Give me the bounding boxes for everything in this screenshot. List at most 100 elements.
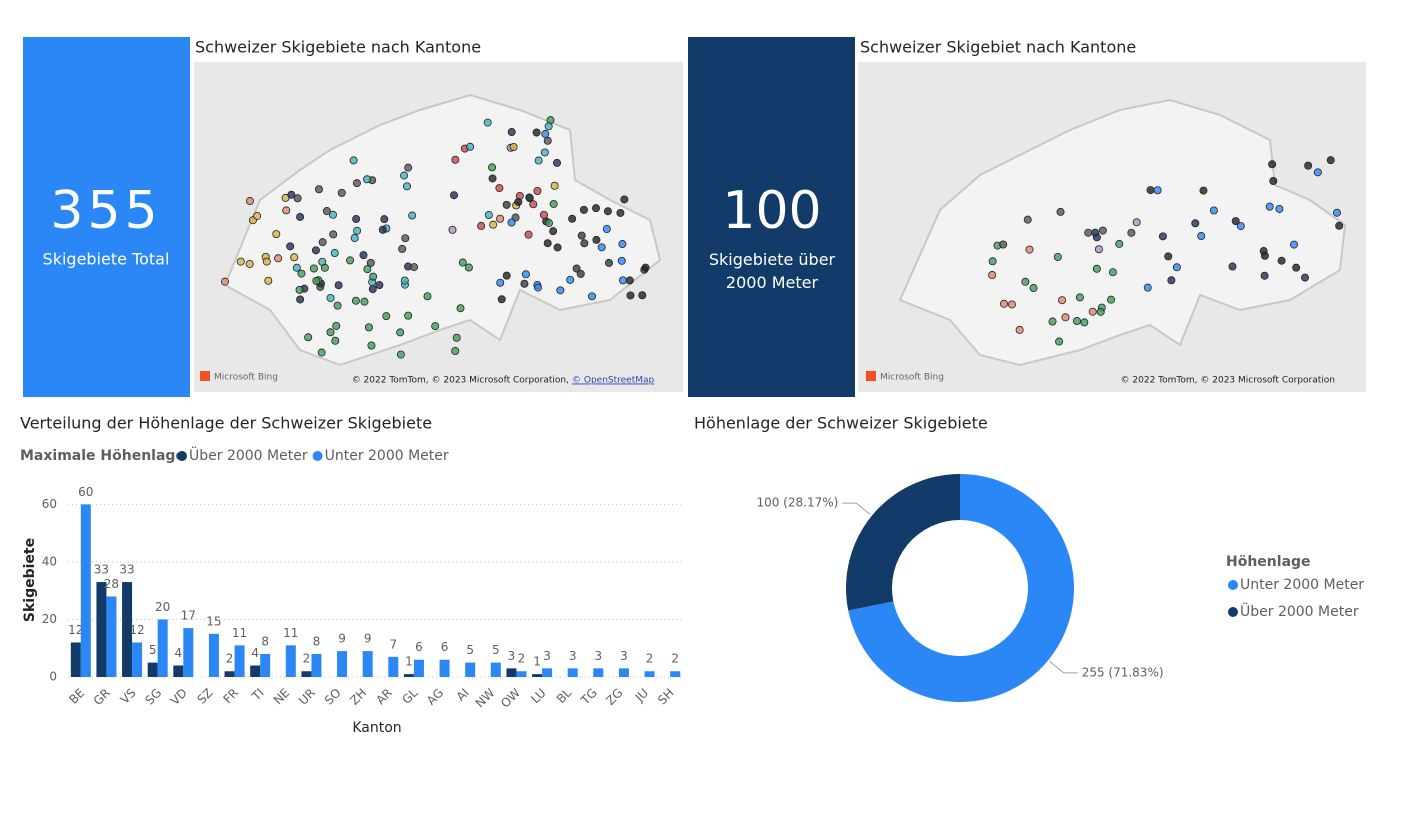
map-point xyxy=(539,210,548,219)
x-tick-label: TI xyxy=(248,686,266,704)
kpi-value: 100 xyxy=(722,181,821,241)
map-point xyxy=(349,156,358,165)
map-point xyxy=(332,321,341,330)
map-point xyxy=(1236,222,1245,231)
map-point xyxy=(544,122,553,131)
bar xyxy=(506,668,517,677)
bar xyxy=(80,504,91,677)
data-label: 8 xyxy=(313,634,321,648)
map-link[interactable]: © OpenStreetMap xyxy=(572,376,655,386)
map-point xyxy=(364,323,373,332)
map-attribution: © 2022 TomTom, © 2023 Microsoft Corporat… xyxy=(1121,376,1335,386)
y-tick-label: 40 xyxy=(42,554,57,568)
map-point xyxy=(488,163,497,172)
map-point xyxy=(1091,228,1100,237)
map-point xyxy=(1228,262,1237,271)
bar xyxy=(224,671,235,677)
map-point xyxy=(1029,284,1038,293)
bar xyxy=(490,662,501,677)
map-point xyxy=(524,230,533,239)
map-point xyxy=(274,254,283,263)
map-point xyxy=(580,239,589,248)
data-label: 3 xyxy=(569,649,577,663)
map-point xyxy=(502,271,511,280)
map-point xyxy=(532,128,541,137)
legend-marker xyxy=(312,451,323,461)
map-point xyxy=(588,292,597,301)
map-point xyxy=(1021,277,1030,286)
map-point xyxy=(328,210,337,219)
data-label: 2 xyxy=(303,652,311,666)
x-tick-label: FR xyxy=(220,686,241,707)
map-point xyxy=(448,225,457,234)
kpi-label: Skigebiete Total xyxy=(43,250,170,269)
map-point xyxy=(543,136,552,145)
map-point xyxy=(618,276,627,285)
map-point xyxy=(1335,221,1344,230)
map-point xyxy=(568,214,577,223)
map-point xyxy=(553,158,562,167)
data-label: 5 xyxy=(466,643,474,657)
legend-label: Über 2000 Meter xyxy=(1240,602,1359,620)
map-point xyxy=(295,285,304,294)
map-point xyxy=(1075,293,1084,302)
data-label: 12 xyxy=(129,623,144,637)
map-point xyxy=(543,239,552,248)
map-point xyxy=(514,197,523,206)
map-point xyxy=(1007,300,1016,309)
map-point xyxy=(1158,232,1167,241)
map-point xyxy=(304,333,313,342)
map-point xyxy=(1108,268,1117,277)
map-point xyxy=(1092,264,1101,273)
x-tick-label: AI xyxy=(454,686,472,704)
map-point xyxy=(1172,263,1181,272)
map-logo: Microsoft Bing xyxy=(214,373,278,383)
map-point xyxy=(576,269,585,278)
map-point xyxy=(507,218,516,227)
x-tick-label: JU xyxy=(632,686,651,705)
map-title: Schweizer Skigebiet nach Kantone xyxy=(860,38,1136,57)
map-point xyxy=(591,204,600,213)
bar xyxy=(670,671,681,677)
map-point xyxy=(1191,219,1200,228)
y-tick-label: 20 xyxy=(42,612,57,626)
map-point xyxy=(638,291,647,300)
x-tick-label: GL xyxy=(399,685,420,706)
map-point xyxy=(1015,325,1024,334)
x-tick-label: UR xyxy=(296,686,318,708)
data-label: 1 xyxy=(533,655,541,669)
map-point xyxy=(423,292,432,301)
map-point xyxy=(368,285,377,294)
map-point xyxy=(1053,252,1062,261)
data-label: 6 xyxy=(441,640,449,654)
map-point xyxy=(293,194,302,203)
map-point xyxy=(1115,239,1124,248)
map-point xyxy=(507,128,516,137)
map-point xyxy=(401,234,410,243)
map-point xyxy=(602,225,611,234)
map-point xyxy=(456,304,465,313)
map-point xyxy=(360,297,369,306)
map-point xyxy=(317,348,326,357)
data-label: 3 xyxy=(620,649,628,663)
map-point xyxy=(296,212,305,221)
map-point xyxy=(333,301,342,310)
legend-label: Unter 2000 Meter xyxy=(325,448,449,464)
map-point xyxy=(262,257,271,266)
map-point xyxy=(579,205,588,214)
bar xyxy=(542,668,553,677)
map-attribution: © 2022 TomTom, © 2023 Microsoft Corporat… xyxy=(352,376,569,386)
bar xyxy=(567,668,578,677)
y-tick-label: 60 xyxy=(42,497,57,511)
map-point xyxy=(367,341,376,350)
x-tick-label: BE xyxy=(66,686,87,707)
bar xyxy=(362,651,373,677)
bar xyxy=(388,656,399,677)
map-point xyxy=(1072,317,1081,326)
map-point xyxy=(1265,202,1274,211)
map-point xyxy=(495,184,504,193)
map-point xyxy=(404,163,413,172)
bar xyxy=(147,662,158,677)
map-point xyxy=(1260,271,1269,280)
